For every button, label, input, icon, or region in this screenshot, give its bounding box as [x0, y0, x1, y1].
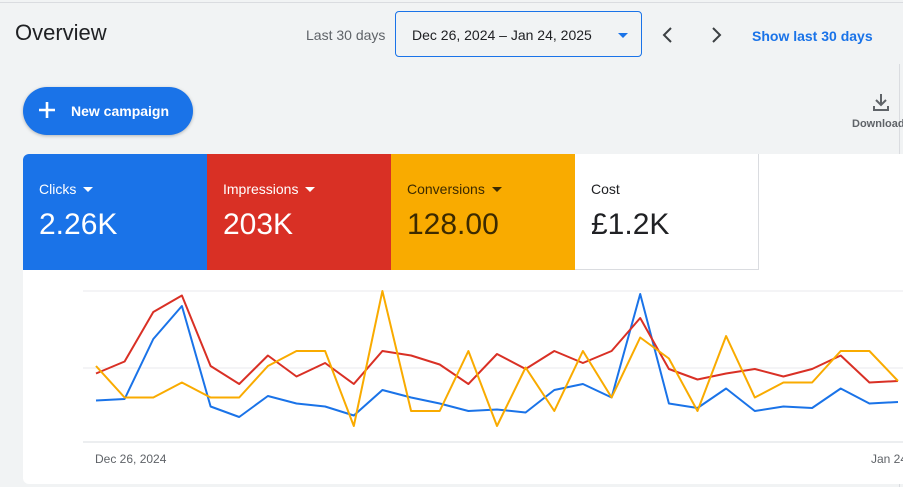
date-range-value: Dec 26, 2024 – Jan 24, 2025	[412, 27, 592, 43]
metric-label: Conversions	[407, 181, 485, 197]
previous-period-button[interactable]	[658, 23, 678, 47]
metric-label: Impressions	[223, 181, 299, 197]
date-range-select[interactable]: Dec 26, 2024 – Jan 24, 2025	[395, 11, 642, 57]
download-icon	[873, 94, 889, 111]
metric-tile-conversions[interactable]: Conversions 128.00	[391, 154, 575, 270]
show-last-30-days-link[interactable]: Show last 30 days	[752, 28, 873, 44]
x-tick-label-end: Jan 24	[871, 452, 903, 466]
metric-name-impressions: Impressions	[223, 181, 316, 197]
caret-down-icon	[83, 187, 94, 192]
x-tick-label-start: Dec 26, 2024	[95, 452, 167, 466]
metric-name-clicks: Clicks	[39, 181, 94, 197]
new-campaign-button[interactable]: New campaign	[23, 87, 193, 135]
download-button[interactable]: Download	[852, 92, 903, 134]
performance-line-chart: Dec 26, 2024 Jan 24	[83, 290, 903, 466]
metric-name-conversions: Conversions	[407, 181, 502, 197]
metric-value-cost: £1.2K	[591, 208, 670, 241]
metric-label: Clicks	[39, 181, 77, 197]
download-label: Download	[852, 118, 903, 130]
metric-value-clicks: 2.26K	[39, 208, 118, 241]
metric-tile-clicks[interactable]: Clicks 2.26K	[23, 154, 207, 270]
chevron-right-icon	[712, 27, 722, 43]
caret-down-icon	[491, 187, 502, 192]
series-line-clicks	[95, 293, 899, 418]
metric-tile-impressions[interactable]: Impressions 203K	[207, 154, 391, 270]
date-range-label: Last 30 days	[306, 27, 386, 43]
metric-name-cost: Cost	[591, 181, 620, 197]
top-divider	[0, 2, 903, 3]
plus-icon	[39, 102, 55, 118]
metric-value-impressions: 203K	[223, 208, 294, 241]
series-line-impressions	[95, 294, 899, 385]
performance-card: Clicks 2.26K Impressions 203K Conversion…	[23, 154, 903, 484]
chevron-left-icon	[662, 27, 672, 43]
page-title: Overview	[15, 20, 107, 45]
dropdown-caret-icon	[618, 33, 628, 38]
new-campaign-label: New campaign	[71, 103, 170, 119]
next-period-button[interactable]	[706, 23, 726, 47]
metric-tile-cost[interactable]: Cost £1.2K	[575, 154, 759, 270]
caret-down-icon	[305, 187, 316, 192]
metric-value-conversions: 128.00	[407, 208, 499, 241]
series-line-conversions	[95, 290, 899, 427]
